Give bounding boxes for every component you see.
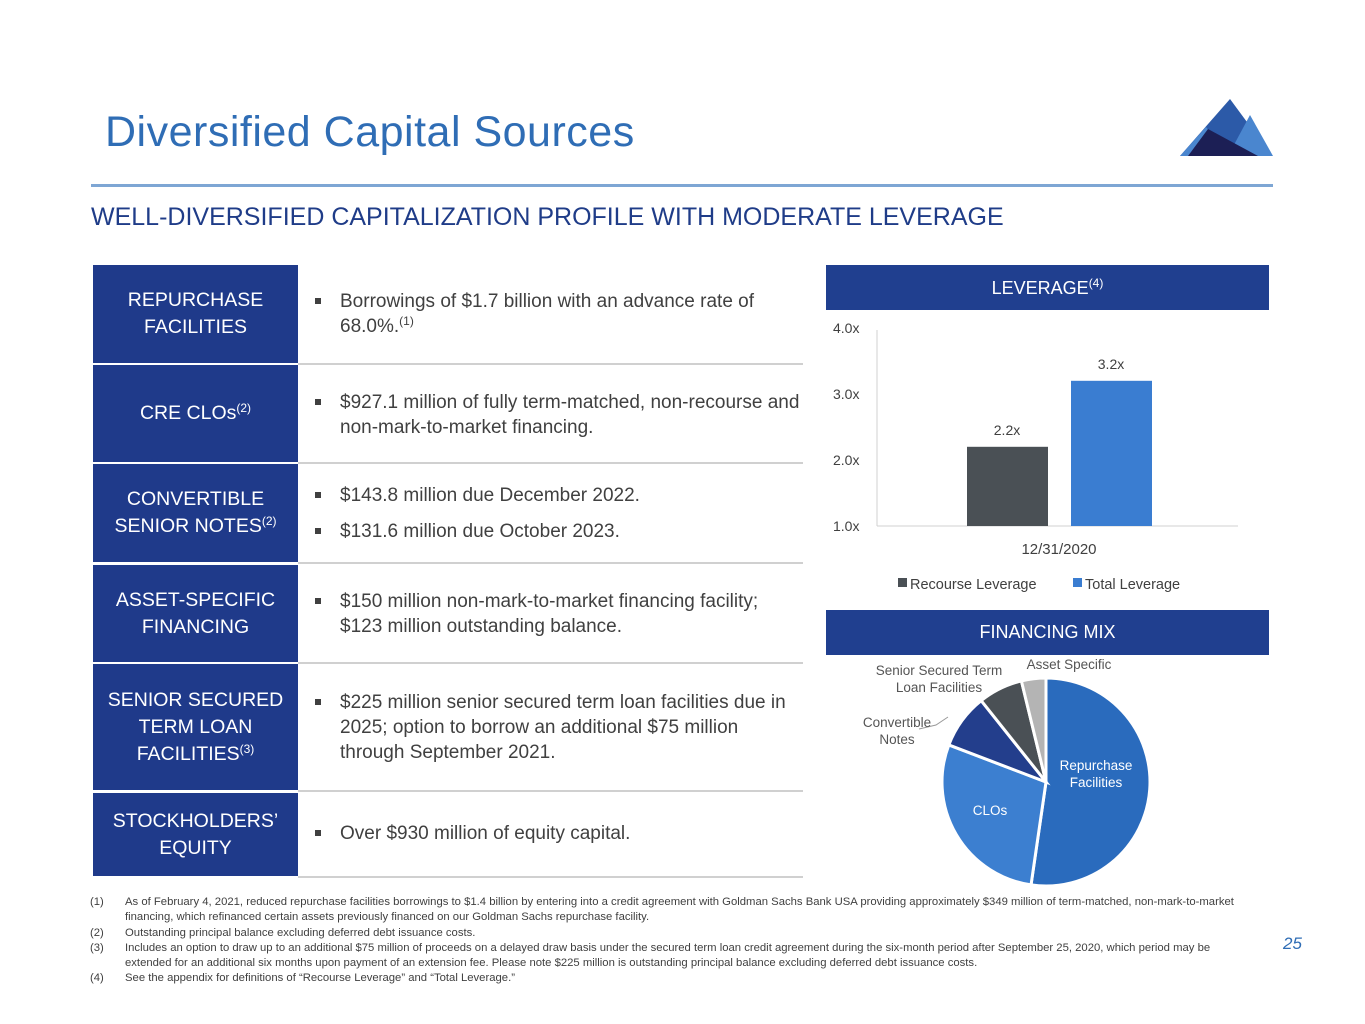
row-description: $150 million non-mark-to-market financin… [315, 589, 800, 639]
bullet-text: $927.1 million of fully term-matched, no… [340, 392, 800, 438]
bullet-text: Over $930 million of equity capital. [340, 823, 631, 844]
financing-mix-header-text: FINANCING MIX [979, 622, 1116, 642]
footnote: (1) As of February 4, 2021, reduced repur… [90, 895, 1270, 926]
row-divider [298, 790, 803, 792]
pie-slice-repurchase-facilities [1029, 676, 1152, 888]
page-number: 25 [1283, 934, 1302, 953]
bullet-item: $143.8 million due December 2022. [315, 483, 800, 508]
row-description: $927.1 million of fully term-matched, no… [315, 390, 800, 440]
footnote-text: Includes an option to draw up to an addi… [125, 941, 1211, 970]
pie-label-line: CLOs [973, 803, 1008, 818]
row-description: $143.8 million due December 2022. $131.6 … [315, 483, 800, 544]
row-description: $225 million senior secured term loan fa… [315, 690, 800, 765]
row-label-text: ASSET-SPECIFIC FINANCING [115, 588, 276, 638]
pie-label-line: Repurchase [1060, 758, 1133, 773]
footnote-number: (2) [90, 926, 104, 939]
pie-label: Repurchase Facilities [1060, 758, 1133, 790]
footnote-ref: (1) [399, 314, 414, 328]
footnote-text: See the appendix for definitions of “Rec… [125, 972, 515, 985]
leverage-header-wrap: LEVERAGE(4) [992, 276, 1104, 299]
pie-slice-clos [940, 742, 1048, 887]
footnotes: (1) As of February 4, 2021, reduced repur… [90, 895, 1270, 987]
footnote-ref: (3) [239, 741, 255, 756]
row-label: SENIOR SECURED TERM LOAN FACILITIES(3) [93, 664, 298, 790]
page-title: Diversified Capital Sources [105, 108, 635, 156]
pie-label: Convertible Notes [863, 715, 931, 747]
footnote-number: (1) [90, 896, 104, 908]
bullet-text: $150 million non-mark-to-market financin… [340, 591, 759, 637]
row-label-text: STOCKHOLDERS’ EQUITY [112, 809, 279, 859]
pie-slice-asset-specific [1019, 676, 1048, 783]
footnote: (2) Outstanding principal balance excludi… [90, 926, 1270, 941]
row-description: Borrowings of $1.7 billion with an advan… [315, 289, 800, 339]
row-divider [298, 363, 803, 365]
pie-label-line: Loan Facilities [896, 680, 983, 695]
financing-mix-chart: Repurchase Facilities CLOs Convertible Notes… [863, 657, 1152, 888]
row-divider [298, 876, 803, 878]
pie-label-line: Notes [879, 732, 915, 747]
bar-recourse-leverage [967, 446, 1048, 526]
legend-swatch [898, 578, 907, 587]
pie-label-line: Asset Specific [1027, 657, 1112, 672]
bullet-text: $143.8 million due December 2022. [340, 485, 640, 506]
row-label: STOCKHOLDERS’ EQUITY [93, 793, 298, 876]
bullet-item: $150 million non-mark-to-market financin… [315, 589, 800, 639]
footnote-ref: (2) [236, 401, 252, 415]
mountain-logo [1180, 99, 1273, 156]
footnote-text: Outstanding principal balance excluding … [125, 926, 476, 939]
row-label: REPURCHASE FACILITIES [93, 265, 298, 363]
bullet-item: $927.1 million of fully term-matched, no… [315, 390, 800, 440]
x-tick-label: 12/31/2020 [1021, 541, 1096, 558]
bullet-item: Borrowings of $1.7 billion with an advan… [315, 289, 800, 339]
leader-line [918, 716, 949, 730]
row-label-text: CRE CLOs [139, 402, 237, 424]
pie-label: Senior Secured Term Loan Facilities [876, 663, 1003, 695]
leverage-footnote-ref: (4) [1088, 276, 1104, 290]
footnote-number: (3) [90, 941, 104, 954]
pie-label-line: Senior Secured Term [876, 663, 1003, 678]
footnote-ref: (2) [261, 514, 277, 528]
pie-label-line: Convertible [863, 715, 931, 730]
pie-label: Asset Specific [1027, 657, 1112, 672]
footnote-text: As of February 4, 2021, reduced repurcha… [125, 896, 1234, 924]
pie-label-line: Facilities [1070, 775, 1123, 790]
data-label: 3.2x [1098, 356, 1124, 372]
row-divider [298, 562, 803, 564]
leverage-header-text: LEVERAGE [991, 278, 1089, 298]
bullet-item: Over $930 million of equity capital. [315, 821, 800, 846]
row-label-text: SENIOR SECURED TERM LOAN FACILITIES [107, 688, 284, 765]
title-divider [91, 184, 1273, 187]
bar-total-leverage [1071, 380, 1152, 526]
footnote-number: (4) [90, 972, 104, 985]
row-description: Over $930 million of equity capital. [315, 821, 800, 846]
y-tick-label: 3.0x [833, 386, 859, 402]
leverage-header: LEVERAGE(4) [826, 265, 1269, 310]
data-label: 2.2x [994, 422, 1020, 438]
section-subtitle: WELL-DIVERSIFIED CAPITALIZATION PROFILE … [91, 203, 1004, 231]
row-label: ASSET-SPECIFIC FINANCING [93, 565, 298, 662]
y-tick-label: 1.0x [833, 518, 859, 534]
footnote: (3) Includes an option to draw up to an a… [90, 941, 1270, 972]
financing-mix-header: FINANCING MIX [826, 610, 1269, 655]
row-label-text: REPURCHASE FACILITIES [127, 289, 264, 338]
row-divider [298, 462, 803, 464]
bullet-text: $131.6 million due October 2023. [340, 521, 620, 542]
row-divider [298, 662, 803, 664]
legend-swatch [1073, 578, 1082, 587]
legend-label: Recourse Leverage [910, 577, 1037, 593]
row-label: CONVERTIBLE SENIOR NOTES(2) [93, 464, 298, 562]
legend-label: Total Leverage [1085, 577, 1180, 593]
leverage-chart: 1.0x 2.0x 3.0x 4.0x 2.2x Recourse Leverage 3.2… [833, 320, 1238, 593]
y-tick-label: 4.0x [833, 320, 859, 336]
bullet-text: $225 million senior secured term loan fa… [340, 692, 786, 763]
row-label: CRE CLOs(2) [93, 365, 298, 462]
footnote: (4) See the appendix for definitions of “… [90, 971, 1270, 986]
bullet-text: Borrowings of $1.7 billion with an advan… [340, 291, 755, 337]
y-tick-label: 2.0x [833, 452, 859, 468]
pie-label: CLOs [973, 803, 1008, 818]
bullet-item: $225 million senior secured term loan fa… [315, 690, 800, 765]
bullet-item: $131.6 million due October 2023. [315, 519, 800, 544]
row-label-text: CONVERTIBLE SENIOR NOTES [114, 488, 265, 537]
